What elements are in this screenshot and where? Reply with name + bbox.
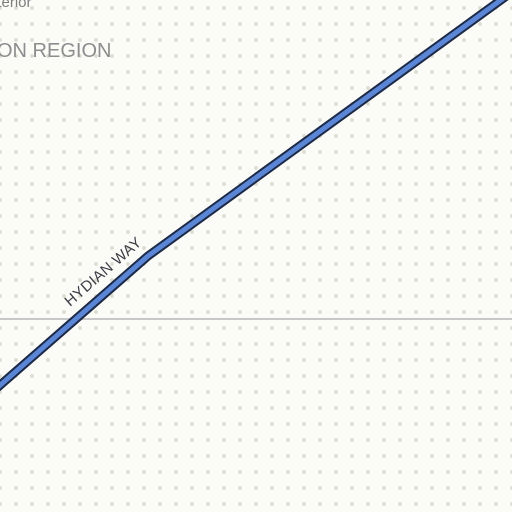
road-hydian-way[interactable] xyxy=(0,0,512,394)
region-label: ON REGION xyxy=(0,40,112,62)
region-partial-label: iterior xyxy=(0,0,32,11)
